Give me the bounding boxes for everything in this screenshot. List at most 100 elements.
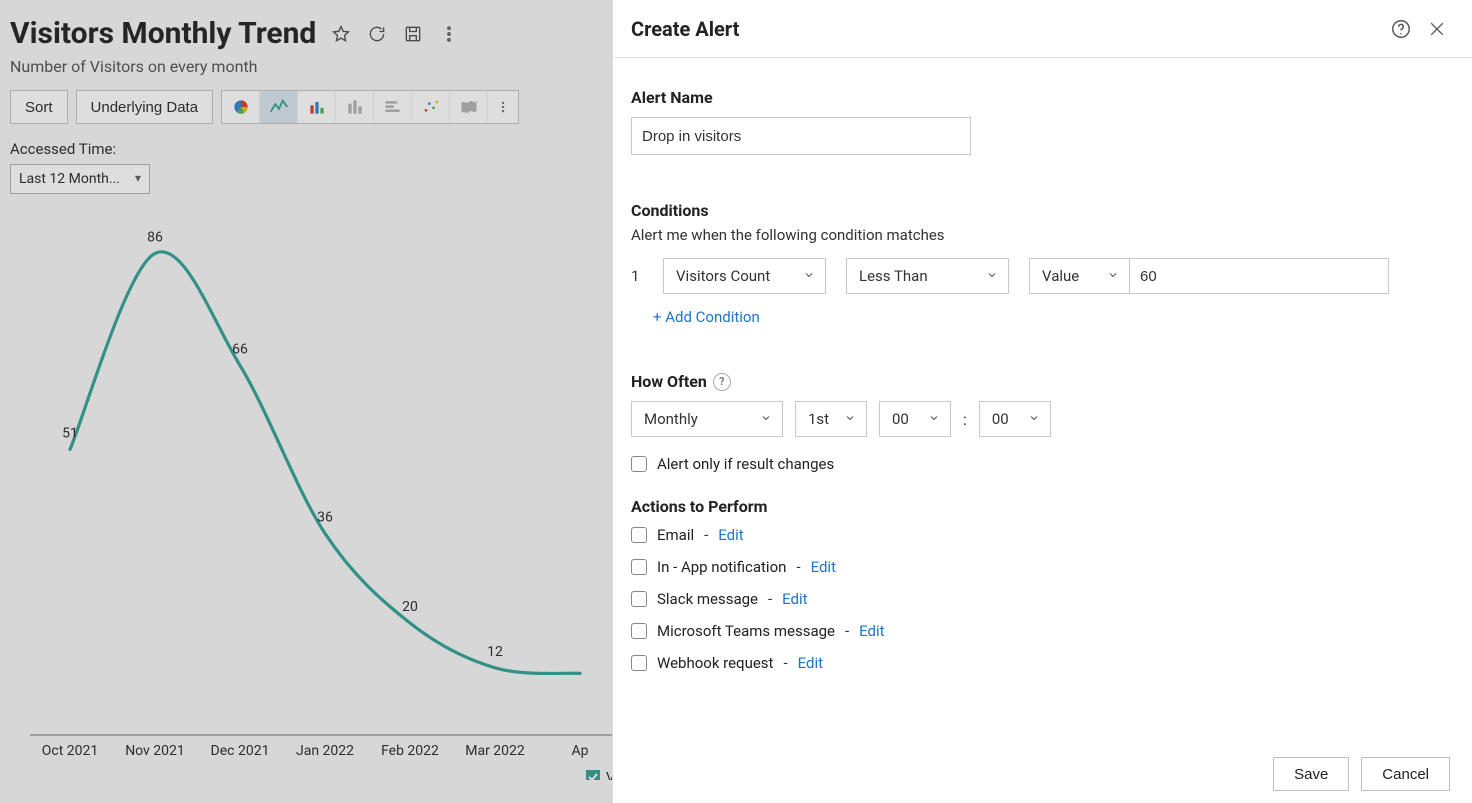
action-checkbox[interactable] bbox=[631, 655, 647, 671]
dash: - bbox=[845, 622, 849, 640]
save-button[interactable]: Save bbox=[1273, 757, 1349, 791]
action-row: Email - Edit bbox=[631, 526, 1454, 544]
star-icon[interactable] bbox=[330, 23, 352, 45]
frequency-value: Monthly bbox=[644, 410, 698, 428]
chevron-down-icon bbox=[1107, 267, 1119, 285]
condition-value-type-select[interactable]: Value bbox=[1029, 258, 1129, 294]
svg-text:Oct 2021: Oct 2021 bbox=[42, 743, 99, 759]
time-colon: : bbox=[963, 410, 967, 429]
svg-text:12: 12 bbox=[487, 644, 503, 660]
drawer-title: Create Alert bbox=[631, 17, 739, 41]
condition-operator-value: Less Than bbox=[859, 267, 928, 285]
filter-value: Last 12 Month... bbox=[19, 171, 120, 187]
condition-operator-select[interactable]: Less Than bbox=[846, 258, 1009, 294]
day-value: 1st bbox=[808, 410, 829, 428]
page-title: Visitors Monthly Trend bbox=[10, 16, 316, 51]
action-label: Microsoft Teams message bbox=[657, 622, 835, 640]
svg-text:20: 20 bbox=[402, 599, 418, 615]
drawer-header: Create Alert bbox=[613, 0, 1472, 58]
chevron-down-icon bbox=[760, 410, 772, 428]
frequency-select[interactable]: Monthly bbox=[631, 401, 783, 437]
dash: - bbox=[783, 654, 787, 672]
condition-value-group: Value bbox=[1029, 258, 1389, 294]
chevron-down-icon bbox=[803, 267, 815, 285]
svg-text:Feb 2022: Feb 2022 bbox=[381, 743, 439, 759]
how-often-row: Monthly 1st 00 : 00 bbox=[631, 401, 1454, 437]
chart-type-pie-icon[interactable] bbox=[222, 91, 260, 123]
action-label: Webhook request bbox=[657, 654, 773, 672]
dash: - bbox=[768, 590, 772, 608]
action-checkbox[interactable] bbox=[631, 527, 647, 543]
conditions-subtext: Alert me when the following condition ma… bbox=[631, 226, 1454, 244]
action-row: Webhook request - Edit bbox=[631, 654, 1454, 672]
only-if-changes-checkbox[interactable] bbox=[631, 456, 647, 472]
underlying-data-button[interactable]: Underlying Data bbox=[76, 90, 214, 124]
save-icon[interactable] bbox=[402, 23, 424, 45]
refresh-icon[interactable] bbox=[366, 23, 388, 45]
action-checkbox[interactable] bbox=[631, 591, 647, 607]
condition-row: 1 Visitors Count Less Than Value bbox=[631, 258, 1454, 294]
condition-value-type: Value bbox=[1042, 267, 1079, 285]
svg-text:Jan 2022: Jan 2022 bbox=[296, 743, 354, 759]
svg-text:66: 66 bbox=[232, 341, 248, 357]
action-edit-link[interactable]: Edit bbox=[718, 526, 743, 544]
help-icon[interactable] bbox=[1388, 16, 1414, 42]
drawer-footer: Save Cancel bbox=[613, 745, 1472, 803]
condition-metric-select[interactable]: Visitors Count bbox=[663, 258, 826, 294]
action-edit-link[interactable]: Edit bbox=[811, 558, 836, 576]
alert-name-input[interactable] bbox=[631, 117, 971, 155]
chart-type-more-icon[interactable] bbox=[488, 91, 518, 123]
svg-text:Ap: Ap bbox=[572, 743, 589, 759]
dash: - bbox=[704, 526, 708, 544]
svg-text:36: 36 bbox=[317, 509, 333, 525]
dash: - bbox=[796, 558, 800, 576]
action-checkbox[interactable] bbox=[631, 623, 647, 639]
add-condition-link[interactable]: + Add Condition bbox=[653, 308, 1454, 326]
how-often-label: How Often ? bbox=[631, 372, 1454, 391]
close-icon[interactable] bbox=[1424, 16, 1450, 42]
svg-text:51: 51 bbox=[62, 425, 78, 441]
chart-type-bar-icon[interactable] bbox=[298, 91, 336, 123]
action-label: Slack message bbox=[657, 590, 758, 608]
svg-text:Nov 2021: Nov 2021 bbox=[125, 743, 185, 759]
day-select[interactable]: 1st bbox=[795, 401, 867, 437]
cancel-button[interactable]: Cancel bbox=[1361, 757, 1450, 791]
more-icon[interactable] bbox=[438, 23, 460, 45]
condition-index: 1 bbox=[631, 267, 643, 285]
svg-text:Dec 2021: Dec 2021 bbox=[211, 743, 270, 759]
chevron-down-icon bbox=[1028, 410, 1040, 428]
condition-value-input[interactable] bbox=[1129, 258, 1389, 294]
action-edit-link[interactable]: Edit bbox=[859, 622, 884, 640]
create-alert-drawer: Create Alert Alert Name Conditions Alert… bbox=[612, 0, 1472, 803]
svg-text:86: 86 bbox=[147, 229, 163, 245]
chart-type-map-icon[interactable] bbox=[450, 91, 488, 123]
action-row: Microsoft Teams message - Edit bbox=[631, 622, 1454, 640]
condition-metric-value: Visitors Count bbox=[676, 267, 770, 285]
drawer-body: Alert Name Conditions Alert me when the … bbox=[613, 58, 1472, 745]
chart-type-scatter-icon[interactable] bbox=[412, 91, 450, 123]
action-edit-link[interactable]: Edit bbox=[782, 590, 807, 608]
action-row: In - App notification - Edit bbox=[631, 558, 1454, 576]
chevron-down-icon bbox=[844, 410, 856, 428]
chart-type-hbar-icon[interactable] bbox=[374, 91, 412, 123]
svg-text:Mar 2022: Mar 2022 bbox=[465, 743, 525, 759]
filter-select[interactable]: Last 12 Month... bbox=[10, 164, 150, 194]
action-label: In - App notification bbox=[657, 558, 786, 576]
chart-type-group bbox=[221, 90, 519, 124]
only-if-changes-label: Alert only if result changes bbox=[657, 455, 834, 473]
how-often-help-icon[interactable]: ? bbox=[713, 373, 731, 391]
action-edit-link[interactable]: Edit bbox=[798, 654, 823, 672]
sort-button[interactable]: Sort bbox=[10, 90, 68, 124]
action-checkbox[interactable] bbox=[631, 559, 647, 575]
chevron-down-icon bbox=[928, 410, 940, 428]
minute-select[interactable]: 00 bbox=[979, 401, 1051, 437]
chevron-down-icon bbox=[986, 267, 998, 285]
chart-type-line-icon[interactable] bbox=[260, 91, 298, 123]
hour-value: 00 bbox=[892, 410, 909, 428]
chart-type-stacked-bar-icon[interactable] bbox=[336, 91, 374, 123]
action-label: Email bbox=[657, 526, 694, 544]
minute-value: 00 bbox=[992, 410, 1009, 428]
hour-select[interactable]: 00 bbox=[879, 401, 951, 437]
actions-list: Email - EditIn - App notification - Edit… bbox=[631, 526, 1454, 672]
only-if-changes-row: Alert only if result changes bbox=[631, 455, 1454, 473]
